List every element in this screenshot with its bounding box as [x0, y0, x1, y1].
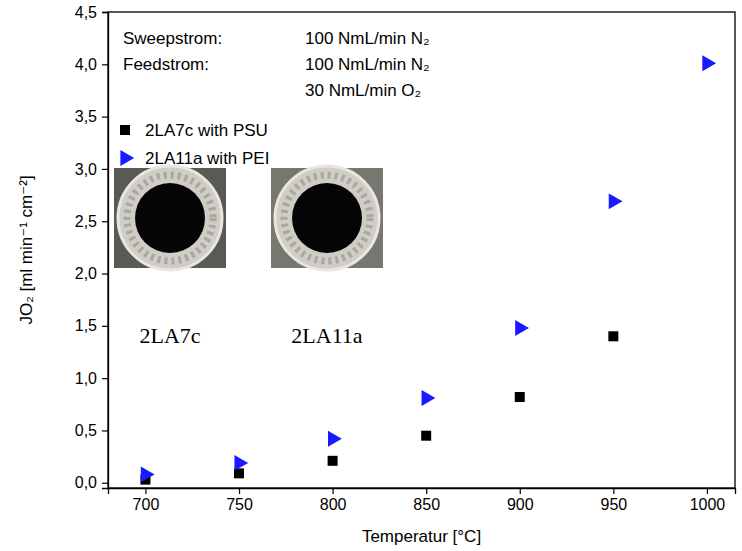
legend-marker — [120, 150, 134, 166]
x-axis: 700 750 800 850 900 950 1000 — [109, 488, 736, 513]
x-tick-label: 850 — [413, 496, 440, 513]
legend: 2LA7c with PSU 2LA11a with PEI — [120, 121, 269, 168]
y-tick: 2,5 — [75, 213, 108, 230]
y-tick-mark — [102, 169, 108, 170]
y-tick-label: 3,0 — [75, 161, 97, 178]
y-axis-line — [102, 13, 109, 489]
x-tick-mark — [332, 488, 333, 494]
y-tick: 0,5 — [75, 422, 108, 439]
series — [140, 331, 618, 484]
y-tick-label: 1,5 — [75, 317, 97, 334]
y-tick-mark — [102, 273, 108, 274]
y-axis: 0,0 0,5 1,0 1,5 2,0 2,5 3,0 3,5 4,0 4,5 — [75, 4, 109, 492]
sample-photo — [114, 166, 226, 270]
photo-ring-texture — [284, 175, 370, 261]
x-tick: 700 — [133, 488, 160, 513]
x-tick-label: 950 — [600, 496, 627, 513]
x-tick: 950 — [600, 488, 627, 513]
y-tick-mark — [102, 483, 108, 484]
x-tick-label: 700 — [133, 496, 160, 513]
x-tick-mark — [145, 488, 146, 494]
annotation: Feedstrom: — [123, 55, 209, 74]
y-tick: 3,5 — [75, 108, 108, 125]
x-tick: 800 — [320, 488, 347, 513]
y-tick-label: 1,0 — [75, 370, 97, 387]
photo-ring — [275, 166, 379, 270]
y-tick: 1,5 — [75, 317, 108, 334]
annotation: Sweepstrom: — [123, 29, 222, 48]
photo-ring — [118, 166, 222, 270]
x-tick: 900 — [507, 488, 534, 513]
legend-item: 2LA7c with PSU — [120, 121, 268, 140]
y-tick-mark — [102, 430, 108, 431]
data-point — [421, 431, 431, 441]
x-tick: 750 — [226, 488, 253, 513]
y-tick-mark — [102, 378, 108, 379]
x-tick-label: 750 — [226, 496, 253, 513]
x-tick-mark — [520, 488, 521, 494]
x-tick-mark — [613, 488, 614, 494]
x-axis-title: Temperatur [°C] — [362, 527, 481, 546]
photo-ring-texture — [127, 175, 213, 261]
chart: 700 750 800 850 900 950 1000 0,0 0,5 1,0 1,5 2,0 2,5… — [0, 0, 742, 551]
data-point — [328, 456, 338, 466]
x-tick-mark — [426, 488, 427, 494]
data-point — [422, 390, 436, 406]
x-tick-label: 800 — [320, 496, 347, 513]
x-tick-mark — [707, 488, 708, 494]
annotation: 30 NmL/min O₂ — [305, 81, 421, 100]
annotation: 100 NmL/min N₂ — [305, 55, 430, 74]
x-tick: 850 — [413, 488, 440, 513]
y-tick-label: 4,0 — [75, 56, 97, 73]
y-tick: 1,0 — [75, 370, 108, 387]
data-point — [608, 331, 618, 341]
annotation: 100 NmL/min N₂ — [305, 29, 430, 48]
photo-hole — [135, 183, 205, 253]
annotation: 2LA11a — [291, 323, 363, 348]
y-tick: 2,0 — [75, 265, 108, 282]
x-tick-label: 1000 — [690, 496, 726, 513]
y-tick-mark — [102, 12, 108, 13]
y-tick: 4,5 — [75, 4, 108, 21]
sample-photo — [271, 166, 383, 270]
y-tick: 4,0 — [75, 56, 108, 73]
x-tick: 1000 — [690, 488, 726, 513]
data-point — [141, 466, 155, 482]
annotation: 2LA7c — [139, 323, 200, 348]
x-tick-mark — [239, 488, 240, 494]
data-point — [328, 431, 342, 447]
y-tick-label: 0,0 — [75, 474, 97, 491]
y-axis-title: JO₂ [ml min⁻¹ cm⁻²] — [17, 175, 36, 324]
data-point — [609, 193, 623, 209]
plot-area — [140, 55, 716, 484]
data-point — [234, 455, 248, 471]
x-tick-label: 900 — [507, 496, 534, 513]
y-tick-mark — [102, 117, 108, 118]
legend-label: 2LA7c with PSU — [145, 121, 268, 140]
series — [141, 55, 716, 482]
legend-label: 2LA11a with PEI — [145, 149, 269, 168]
y-tick-label: 2,0 — [75, 265, 97, 282]
y-tick-mark — [102, 221, 108, 222]
legend-item: 2LA11a with PEI — [120, 149, 269, 168]
y-tick-label: 0,5 — [75, 422, 97, 439]
y-tick: 0,0 — [75, 474, 108, 491]
y-tick-label: 3,5 — [75, 108, 97, 125]
y-tick-label: 2,5 — [75, 213, 97, 230]
plot-frame — [108, 12, 735, 488]
photo-hole — [292, 183, 362, 253]
data-point — [702, 55, 716, 71]
y-tick-label: 4,5 — [75, 4, 97, 21]
data-point — [515, 320, 529, 336]
y-tick-mark — [102, 64, 108, 65]
y-tick-mark — [102, 326, 108, 327]
x-axis-line — [109, 489, 736, 495]
data-point — [515, 392, 525, 402]
legend-marker — [120, 125, 130, 135]
y-tick: 3,0 — [75, 161, 108, 178]
